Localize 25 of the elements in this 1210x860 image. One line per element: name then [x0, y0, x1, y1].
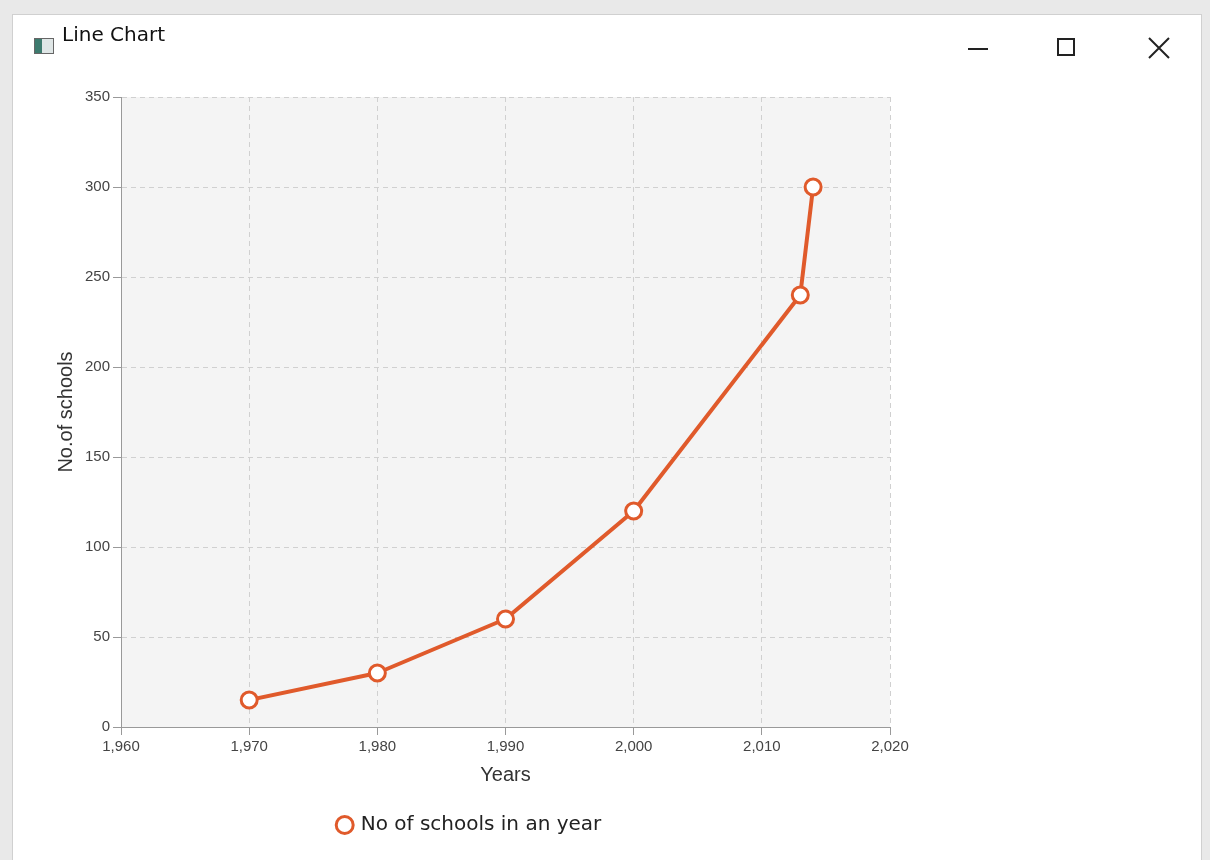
x-tick-label: 2,020	[871, 737, 909, 755]
y-tick-label: 100	[85, 537, 111, 555]
x-tick-label: 1,970	[230, 737, 268, 755]
x-tick-label: 1,990	[486, 737, 525, 755]
y-tick-label: 50	[93, 627, 111, 645]
point	[367, 663, 387, 683]
y-tick-label: 250	[85, 267, 111, 285]
chart-title: Line Chart	[62, 22, 165, 46]
y-tick-label: 150	[85, 447, 111, 465]
point	[624, 501, 644, 521]
y-tick-label: 200	[85, 357, 111, 375]
y-tick-label: 0	[101, 717, 111, 735]
point	[803, 177, 823, 197]
x-axis-title: Years	[480, 762, 531, 785]
point	[790, 285, 810, 305]
x-tick-label: 2,010	[743, 737, 781, 755]
y-tick-label: 300	[85, 177, 111, 195]
point	[496, 609, 516, 629]
x-tick-label: 1,980	[358, 737, 397, 755]
x-tick-label: 2,000	[614, 737, 653, 755]
y-tick-label: 350	[85, 87, 111, 105]
y-axis-title: No.of schools	[53, 351, 76, 473]
legend-label: No of schools in an year	[360, 811, 603, 836]
point	[239, 690, 259, 710]
x-tick-label: 1,960	[102, 737, 140, 755]
